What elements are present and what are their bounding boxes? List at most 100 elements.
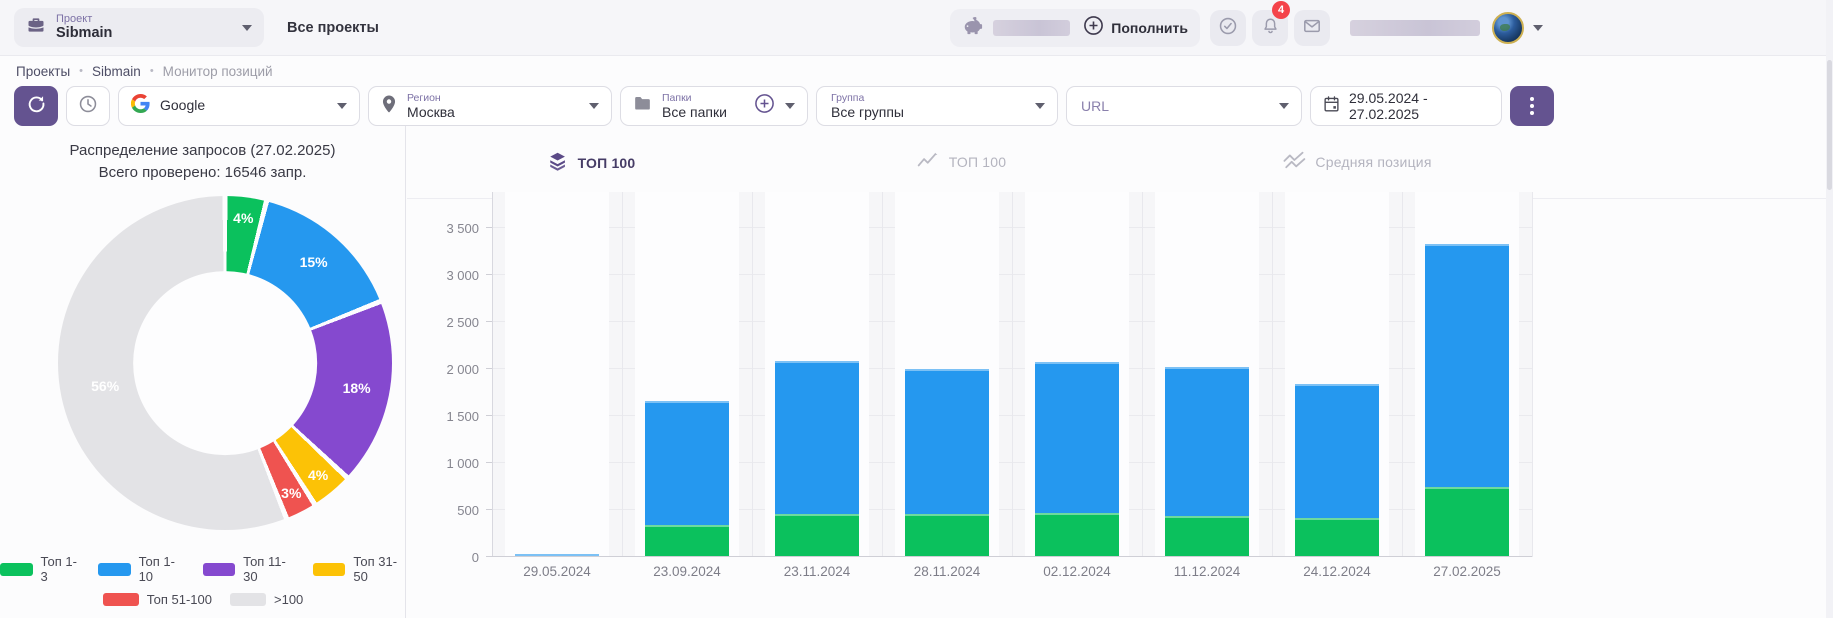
scrollbar-thumb[interactable]: [1827, 60, 1832, 190]
tasks-button[interactable]: [1210, 10, 1246, 46]
positions-chart-panel: ТОП 100 ТОП 100 Средняя позиция 0 500 1 00…: [407, 126, 1833, 618]
bar-segment-Топ1-3[interactable]: [1165, 516, 1249, 557]
topup-button[interactable]: Пополнить: [1083, 15, 1188, 41]
group-select[interactable]: Группа Все группы: [816, 86, 1058, 126]
legend-label: >100: [274, 592, 304, 607]
folder-icon: [633, 95, 652, 117]
bar-segment-Топ1-10[interactable]: [905, 369, 989, 514]
topup-label: Пополнить: [1111, 20, 1188, 36]
check-circle-icon: [1218, 16, 1238, 41]
avatar[interactable]: [1492, 12, 1524, 44]
bar-segment-Топ1-3[interactable]: [905, 514, 989, 557]
donut-legend-item[interactable]: Топ 11-30: [202, 554, 295, 584]
project-selector[interactable]: Проект Sibmain: [14, 8, 264, 47]
google-logo-icon: [130, 94, 150, 118]
bar-segment-Топ1-3[interactable]: [1035, 513, 1119, 557]
gridline: [622, 192, 623, 557]
donut-legend-item[interactable]: Топ 1-3: [0, 554, 80, 584]
x-axis-tick-label: 28.11.2024: [913, 564, 981, 579]
gridline: [1532, 192, 1533, 557]
donut-percent-label: 3%: [281, 485, 302, 502]
filter-toolbar: Google Регион Москва Папки Все папки Гру…: [14, 86, 1554, 126]
y-axis-tick-label: 3 000: [446, 268, 479, 283]
bar-segment-Топ1-3[interactable]: [645, 525, 729, 557]
breadcrumb-project-name[interactable]: Sibmain: [92, 63, 141, 79]
bar-segment-Топ1-10[interactable]: [1035, 362, 1119, 513]
y-axis-tick-label: 0: [471, 550, 479, 565]
more-options-button[interactable]: [1510, 86, 1554, 126]
donut-legend-item[interactable]: >100: [230, 592, 303, 607]
tab-top100-stacked[interactable]: ТОП 100: [547, 150, 636, 175]
legend-label: Топ 11-30: [243, 554, 286, 584]
scrollbar[interactable]: [1826, 0, 1833, 618]
gridline: [752, 192, 753, 557]
group-label: Группа: [831, 91, 865, 104]
tab-average-position[interactable]: Средняя позиция: [1282, 150, 1431, 173]
username-redacted: [1350, 20, 1480, 36]
legend-swatch: [312, 562, 346, 576]
bar-segment-Топ1-10[interactable]: [1295, 384, 1379, 518]
chevron-down-icon: [785, 103, 795, 109]
url-select[interactable]: URL: [1066, 86, 1302, 126]
folders-select[interactable]: Папки Все папки: [620, 86, 808, 126]
map-pin-icon: [381, 94, 397, 119]
tab-label: Средняя позиция: [1315, 153, 1432, 170]
region-select[interactable]: Регион Москва: [368, 86, 612, 126]
y-tick: [486, 509, 492, 510]
region-label: Регион: [407, 91, 441, 104]
breadcrumb-projects[interactable]: Проекты: [16, 63, 71, 79]
bar-segment-Топ1-10[interactable]: [645, 401, 729, 525]
distribution-panel: Распределение запросов (27.02.2025) Всег…: [0, 126, 406, 618]
donut-percent-label: 18%: [342, 380, 371, 397]
bar-segment-Топ1-3[interactable]: [775, 514, 859, 557]
y-axis-tick-label: 2 500: [446, 315, 479, 330]
y-tick: [486, 274, 492, 275]
donut-subtitle: Всего проверено: 16546 запр.: [98, 164, 307, 181]
group-value: Все группы: [831, 103, 904, 120]
y-axis-line: [492, 192, 493, 557]
line-chart-icon: [916, 150, 940, 173]
all-projects-link[interactable]: Все проекты: [287, 20, 379, 36]
x-axis-tick-label: 29.05.2024: [523, 564, 591, 579]
bar-segment-Топ1-3[interactable]: [1425, 487, 1509, 557]
date-range-picker[interactable]: 29.05.2024 - 27.02.2025: [1310, 86, 1502, 126]
legend-label: Топ 1-3: [40, 554, 77, 584]
breadcrumb: Проекты • Sibmain • Монитор позиций: [16, 57, 273, 85]
y-axis-tick-label: 2 000: [446, 362, 479, 377]
add-folder-button[interactable]: [754, 93, 775, 119]
y-axis-tick-label: 1 000: [446, 456, 479, 471]
x-axis-tick-label: 11.12.2024: [1173, 564, 1241, 579]
tab-top100-lines[interactable]: ТОП 100: [916, 150, 1007, 173]
x-axis-tick-label: 02.12.2024: [1043, 564, 1111, 579]
refresh-button[interactable]: [14, 86, 58, 126]
bar-segment-Топ1-10[interactable]: [775, 361, 859, 514]
donut-hole: [133, 271, 317, 455]
chevron-down-icon: [242, 24, 252, 31]
donut-legend-item[interactable]: Топ 1-10: [97, 554, 185, 584]
bar-segment-Топ1-10[interactable]: [515, 554, 599, 557]
donut-legend-item[interactable]: Топ 51-100: [102, 592, 212, 607]
search-engine-select[interactable]: Google: [118, 86, 360, 126]
tab-label: ТОП 100: [948, 153, 1007, 170]
main-content: Распределение запросов (27.02.2025) Всег…: [0, 126, 1833, 618]
chevron-down-icon: [1035, 103, 1045, 109]
calendar-icon: [1323, 95, 1340, 118]
messages-button[interactable]: [1294, 10, 1330, 46]
legend-label: Топ 51-100: [146, 592, 212, 607]
history-button[interactable]: [66, 86, 110, 126]
avg-position-icon: [1282, 150, 1306, 173]
breadcrumb-separator: •: [79, 65, 84, 77]
chevron-down-icon: [1279, 103, 1289, 109]
donut-legend-item[interactable]: Топ 31-50: [312, 554, 406, 584]
bar-segment-Топ1-10[interactable]: [1425, 244, 1509, 487]
bar-segment-Топ1-10[interactable]: [1165, 367, 1249, 516]
project-value: Sibmain: [56, 24, 113, 41]
legend-swatch: [97, 562, 131, 576]
donut-legend: Топ 1-3 Топ 1-10 Топ 11-30 Топ 31-50 Топ 51…: [0, 554, 406, 607]
bar-segment-Топ1-3[interactable]: [1295, 518, 1379, 557]
user-menu-caret-icon[interactable]: [1533, 25, 1543, 31]
layers-icon: [547, 150, 569, 175]
legend-label: Топ 1-10: [138, 554, 175, 584]
kebab-icon: [1530, 97, 1534, 115]
donut-chart[interactable]: 4% 15% 18% 4% 3% 56%: [58, 196, 392, 530]
